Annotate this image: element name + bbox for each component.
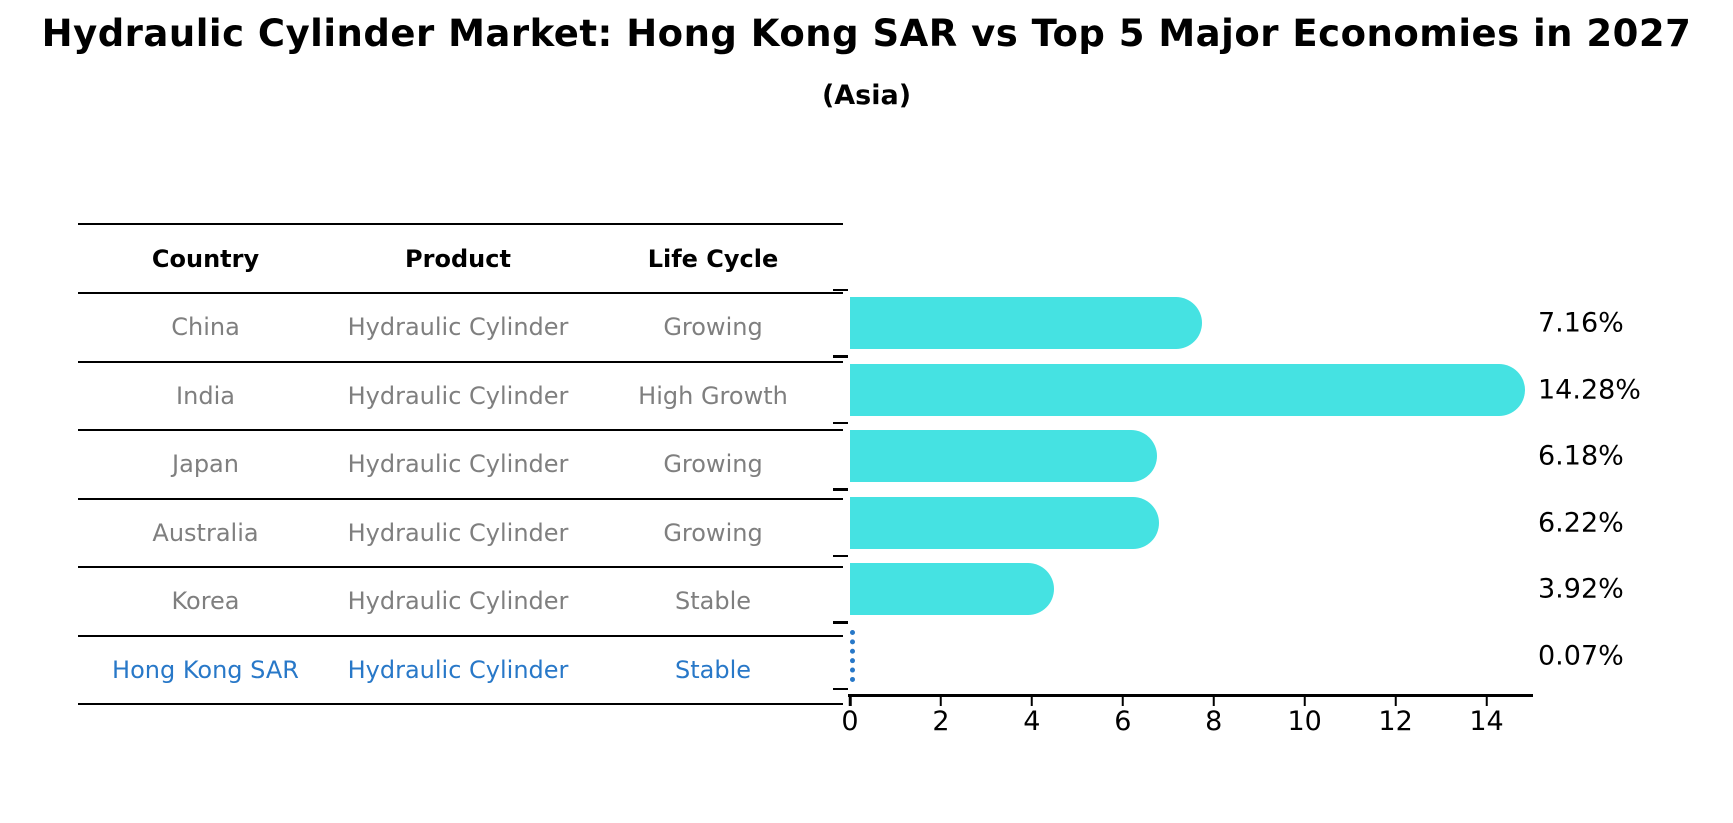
value-bar	[850, 563, 1055, 616]
table-row: China Hydraulic Cylinder Growing	[78, 292, 843, 361]
x-axis-tick	[1394, 696, 1397, 706]
x-axis-tick-label: 14	[1469, 706, 1504, 737]
table-header-row: Country Product Life Cycle	[78, 223, 843, 292]
table-cell-lifecycle: Growing	[663, 313, 763, 342]
value-bar	[850, 496, 1159, 549]
table-cell-country: Australia	[152, 518, 259, 547]
category-boundary-tick	[833, 355, 848, 358]
table-header-country: Country	[151, 244, 260, 273]
table-row: Japan Hydraulic Cylinder Growing	[78, 429, 843, 498]
comparison-table: Country Product Life Cycle China Hydrauli…	[78, 223, 843, 705]
x-axis-tick-label: 0	[841, 706, 859, 737]
value-label: 6.18%	[1538, 440, 1624, 472]
table-body: China Hydraulic Cylinder Growing India Hydra…	[78, 292, 843, 703]
table-cell-product: Hydraulic Cylinder	[347, 313, 569, 342]
x-axis-tick	[1212, 696, 1215, 706]
table-cell-product: Hydraulic Cylinder	[347, 587, 569, 616]
value-label: 6.22%	[1538, 507, 1624, 539]
category-boundary-tick	[833, 488, 848, 491]
table-cell-country: Hong Kong SAR	[112, 655, 299, 684]
x-axis-tick	[1121, 696, 1125, 706]
category-boundary-tick	[833, 687, 848, 691]
category-boundary-tick	[833, 421, 848, 425]
value-bar	[850, 297, 1202, 350]
table-row: Australia Hydraulic Cylinder Growing	[78, 497, 843, 567]
table-cell-country: Japan	[172, 450, 239, 479]
x-axis-tick-label: 10	[1287, 706, 1322, 737]
table-header-product: Product	[405, 244, 511, 273]
x-axis-tick	[1030, 696, 1034, 706]
value-label: 14.28%	[1538, 374, 1641, 406]
table-cell-product: Hydraulic Cylinder	[347, 381, 569, 410]
value-label: 3.92%	[1538, 573, 1624, 605]
table-cell-product: Hydraulic Cylinder	[347, 450, 569, 479]
value-bar	[850, 430, 1157, 483]
x-axis-line	[848, 694, 1533, 697]
category-boundary-tick	[833, 621, 848, 624]
x-axis-tick	[1485, 696, 1488, 706]
x-axis-tick	[1303, 696, 1306, 706]
table-cell-country: India	[176, 381, 235, 410]
x-axis-tick	[939, 696, 943, 706]
table-cell-product: Hydraulic Cylinder	[347, 655, 569, 684]
value-bar-dotted	[850, 629, 855, 682]
x-axis-tick	[848, 696, 852, 706]
value-label: 7.16%	[1538, 307, 1624, 339]
table-cell-country: Korea	[171, 587, 240, 616]
table-cell-product: Hydraulic Cylinder	[347, 518, 569, 547]
table-row: India Hydraulic Cylinder High Growth	[78, 360, 843, 430]
table-cell-lifecycle: Stable	[674, 655, 752, 684]
table-cell-country: China	[171, 313, 240, 342]
x-axis-tick-label: 6	[1114, 706, 1132, 737]
x-axis-tick-label: 4	[1023, 706, 1041, 737]
value-label: 0.07%	[1538, 640, 1624, 672]
table-cell-lifecycle: Growing	[663, 450, 763, 479]
table-row: Hong Kong SAR Hydraulic Cylinder Stable	[78, 634, 843, 704]
x-axis-tick-label: 8	[1205, 706, 1223, 737]
page-subtitle: (Asia)	[821, 80, 912, 111]
x-axis-tick-label: 2	[932, 706, 950, 737]
table-header-lifecycle: Life Cycle	[647, 244, 779, 273]
table-row: Korea Hydraulic Cylinder Stable	[78, 566, 843, 635]
category-boundary-tick	[833, 288, 848, 292]
page-title: Hydraulic Cylinder Market: Hong Kong SAR…	[41, 12, 1692, 55]
table-cell-lifecycle: Growing	[663, 518, 763, 547]
x-axis-tick-label: 12	[1378, 706, 1413, 737]
table-cell-lifecycle: Stable	[674, 587, 752, 616]
category-boundary-tick	[833, 554, 848, 558]
table-cell-lifecycle: High Growth	[638, 381, 788, 410]
value-bar	[850, 363, 1526, 416]
